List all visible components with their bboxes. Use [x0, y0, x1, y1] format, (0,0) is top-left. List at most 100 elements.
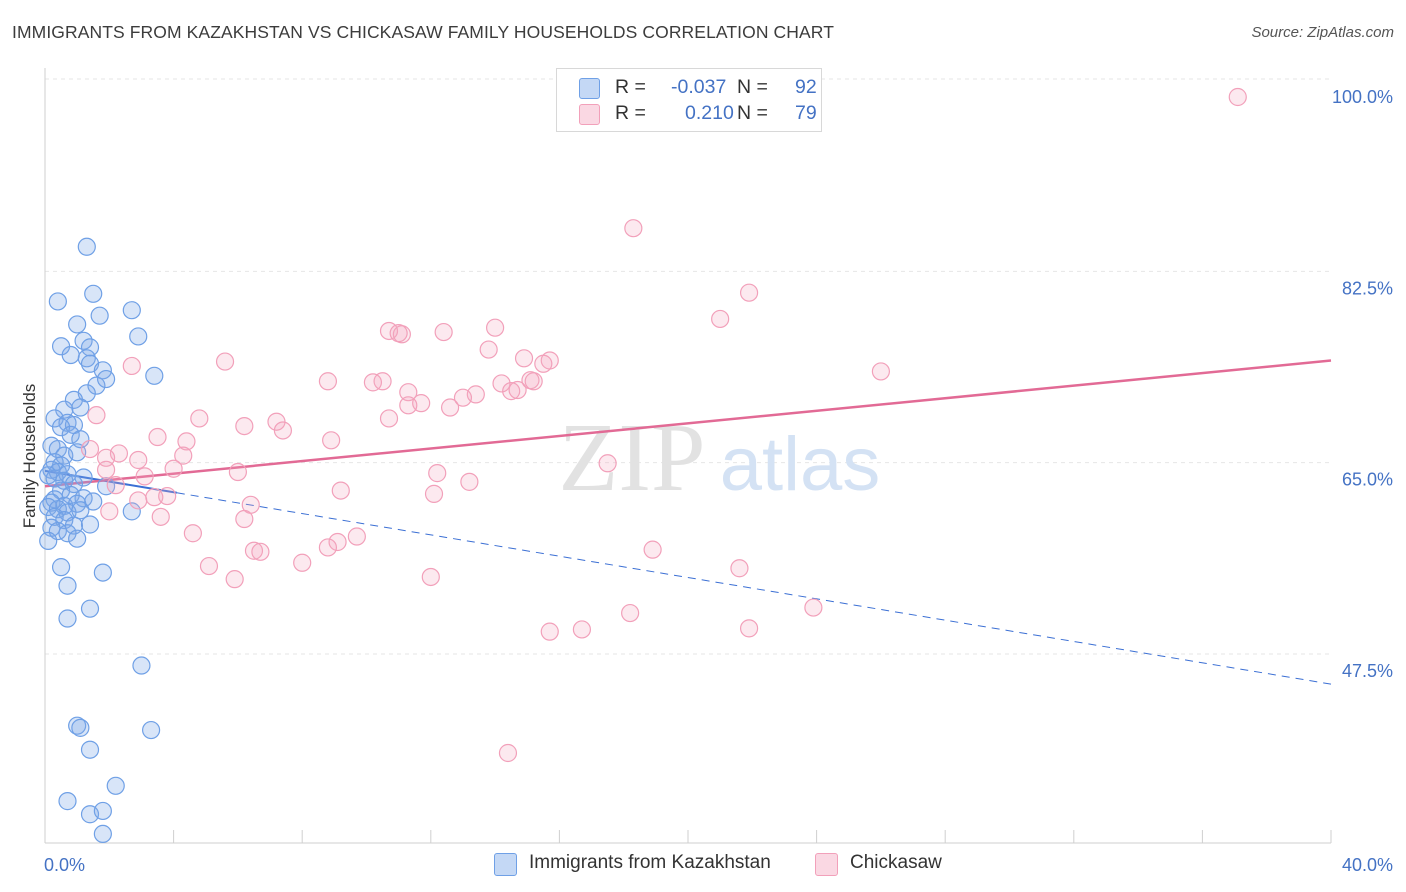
chickasaw-point-62: [328, 532, 347, 552]
kazakhstan-point-64: [51, 558, 71, 577]
kazakhstan-point-67: [80, 599, 100, 618]
chickasaw-point-22: [399, 383, 418, 402]
gridlines: [45, 78, 1331, 655]
chickasaw-point-67: [199, 556, 219, 576]
chickasaw-point-64: [244, 541, 264, 560]
chickasaw-point-43: [129, 450, 148, 470]
series-kazakhstan-points: [39, 237, 164, 844]
chickasaw-point-15: [122, 356, 141, 376]
legend-r-label: R =: [615, 102, 646, 124]
kazakhstan-point-16: [96, 369, 116, 389]
chickasaw-point-21: [492, 374, 511, 393]
kazakhstan-point-1: [48, 292, 67, 311]
chickasaw-point-36: [148, 427, 167, 447]
y-tick-label-0: 47.5%: [1342, 661, 1393, 681]
chickasaw-point-41: [174, 446, 193, 465]
chickasaw-point-20: [363, 373, 383, 392]
chickasaw-point-68: [643, 540, 662, 559]
chickasaw-point-18: [318, 372, 338, 391]
chickasaw-point-19: [373, 372, 392, 391]
y-axis-tick-labels: 47.5% 65.0% 82.5% 100.0%: [1332, 87, 1393, 681]
legend-n-label: N =: [737, 102, 768, 124]
series-legend-swatch-kazakhstan: [494, 853, 517, 876]
chickasaw-point-71: [225, 570, 244, 589]
x-tick-label-max: 40.0%: [1342, 855, 1393, 875]
chickasaw-point-27: [399, 396, 418, 415]
chickasaw-point-73: [739, 619, 759, 638]
chickasaw-point-23: [502, 382, 521, 401]
kazakhstan-point-10: [61, 345, 80, 365]
chickasaw-point-76: [540, 622, 559, 641]
chickasaw-point-59: [235, 509, 254, 529]
kazakhstan-point-73: [80, 740, 100, 759]
chickasaw-point-29: [453, 388, 473, 407]
watermark-atlas: atlas: [720, 422, 881, 507]
kazakhstan-point-66: [58, 576, 77, 595]
kazakhstan-point-58: [80, 515, 100, 534]
y-axis-label: Family Households: [20, 384, 39, 529]
chickasaw-point-75: [572, 620, 592, 639]
source-label: Source: ZipAtlas.com: [1251, 24, 1394, 41]
chickasaw-point-60: [183, 524, 202, 543]
chickasaw-point-17: [524, 372, 543, 391]
chickasaw-point-30: [190, 409, 209, 428]
chickasaw-point-9: [479, 340, 498, 359]
kazakhstan-point-0: [77, 237, 96, 256]
legend-r-value-kazakhstan: -0.037: [671, 76, 727, 98]
kazakhstan-point-65: [93, 563, 112, 582]
kazakhstan-point-55: [45, 507, 64, 526]
y-tick-label-2: 82.5%: [1342, 278, 1393, 298]
trend-line-kazakhstan-extrapolated: [176, 492, 1332, 685]
kazakhstan-point-63: [39, 531, 58, 550]
kazakhstan-point-78: [93, 824, 112, 844]
chickasaw-point-77: [498, 743, 518, 763]
chickasaw-point-38: [322, 431, 341, 450]
legend-r-value-chickasaw: 0.210: [685, 102, 734, 124]
kazakhstan-point-69: [132, 656, 151, 675]
legend-n-value-chickasaw: 79: [795, 102, 817, 124]
kazakhstan-point-62: [68, 529, 87, 548]
chickasaw-point-8: [486, 318, 505, 337]
watermark: ZIP atlas: [559, 404, 881, 512]
chickasaw-point-10: [514, 349, 534, 368]
chickasaw-point-33: [379, 409, 399, 428]
kazakhstan-point-77: [93, 801, 112, 821]
chickasaw-point-28: [440, 398, 460, 417]
chickasaw-point-47: [96, 460, 116, 479]
chickasaw-point-69: [730, 559, 749, 578]
kazakhstan-point-54: [122, 502, 141, 521]
series-chickasaw-points: [80, 87, 1247, 763]
chickasaw-point-52: [331, 481, 350, 500]
chickasaw-point-34: [235, 416, 254, 436]
chickasaw-point-25: [508, 380, 527, 400]
chickasaw-point-57: [100, 502, 119, 521]
kazakhstan-point-20: [71, 398, 90, 417]
kazakhstan-point-11: [77, 349, 96, 368]
chickasaw-point-39: [80, 439, 100, 459]
legend-swatch-chickasaw: [579, 104, 600, 125]
chickasaw-point-48: [428, 464, 447, 483]
chart-title: IMMIGRANTS FROM KAZAKHSTAN VS CHICKASAW …: [12, 22, 835, 42]
kazakhstan-point-71: [71, 718, 90, 737]
legend-swatch-kazakhstan: [579, 78, 600, 99]
chickasaw-point-13: [534, 354, 553, 373]
x-axis-ticks: [173, 830, 1332, 843]
correlation-legend: R = -0.037 N = 92 R = 0.210 N = 79: [556, 68, 822, 132]
chickasaw-point-51: [106, 476, 125, 495]
chickasaw-point-78: [158, 486, 177, 506]
chickasaw-point-50: [460, 472, 479, 491]
chickasaw-point-58: [151, 507, 170, 526]
chickasaw-point-55: [129, 491, 148, 510]
kazakhstan-point-25: [61, 425, 80, 444]
chickasaw-point-0: [1228, 87, 1247, 107]
kazakhstan-point-45: [84, 492, 103, 511]
x-tick-label-min: 0.0%: [44, 855, 85, 875]
chickasaw-point-63: [318, 538, 338, 557]
series-legend-label-kazakhstan: Immigrants from Kazakhstan: [529, 852, 771, 873]
legend-n-value-kazakhstan: 92: [795, 76, 817, 98]
chickasaw-point-49: [135, 467, 154, 486]
kazakhstan-point-7: [74, 331, 93, 350]
chickasaw-point-14: [871, 362, 891, 381]
kazakhstan-point-74: [106, 776, 125, 795]
